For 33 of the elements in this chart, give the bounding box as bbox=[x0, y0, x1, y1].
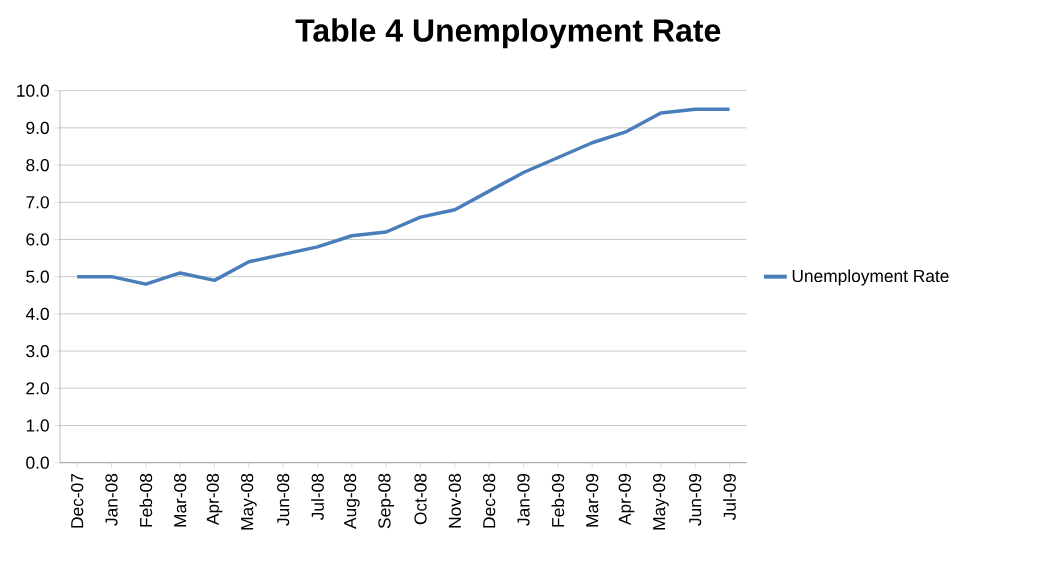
x-tick-label: Aug-08 bbox=[343, 473, 360, 529]
chart-title: Table 4 Unemployment Rate bbox=[295, 18, 721, 49]
x-tick-label: Sep-08 bbox=[378, 473, 395, 529]
y-tick-label: 8.0 bbox=[26, 158, 49, 172]
x-tick-label: Dec-07 bbox=[71, 473, 84, 528]
x-tick-label: Jul-09 bbox=[723, 473, 736, 521]
x-tick-label: Feb-08 bbox=[139, 473, 153, 527]
y-tick-label: 5.0 bbox=[26, 270, 49, 283]
x-tick-label: Oct-08 bbox=[414, 473, 427, 525]
x-tick-label: Feb-09 bbox=[551, 473, 565, 527]
x-tick-label: Dec-08 bbox=[483, 473, 496, 528]
x-tick-label: May-09 bbox=[652, 473, 669, 530]
y-tick-label: 2.0 bbox=[26, 382, 49, 395]
x-tick-label: Nov-08 bbox=[448, 473, 461, 528]
x-tick-label: Jul-08 bbox=[311, 473, 324, 521]
y-tick-label: 4.0 bbox=[25, 307, 49, 320]
x-tick-label: Apr-09 bbox=[618, 473, 635, 526]
x-tick-label: Apr-08 bbox=[206, 473, 223, 526]
legend-label: Unemployment Rate bbox=[792, 269, 949, 286]
y-tick-label: 0.0 bbox=[26, 456, 49, 469]
y-tick-label: 6.0 bbox=[26, 233, 49, 246]
x-tick-label: Jun-08 bbox=[277, 473, 290, 526]
y-tick-label: 10.0 bbox=[17, 84, 49, 97]
y-tick-label: 9.0 bbox=[26, 121, 49, 134]
x-tick-label: Jan-08 bbox=[105, 473, 118, 526]
x-tick-label: Jun-09 bbox=[689, 473, 702, 526]
x-tick-label: Mar-09 bbox=[586, 473, 599, 527]
y-tick-label: 1.0 bbox=[26, 419, 49, 432]
x-tick-label: Mar-08 bbox=[174, 473, 187, 527]
x-tick-label: Jan-09 bbox=[517, 473, 530, 526]
y-tick-label: 3.0 bbox=[26, 344, 49, 358]
x-tick-label: May-08 bbox=[240, 473, 257, 530]
y-tick-label: 7.0 bbox=[26, 196, 49, 209]
